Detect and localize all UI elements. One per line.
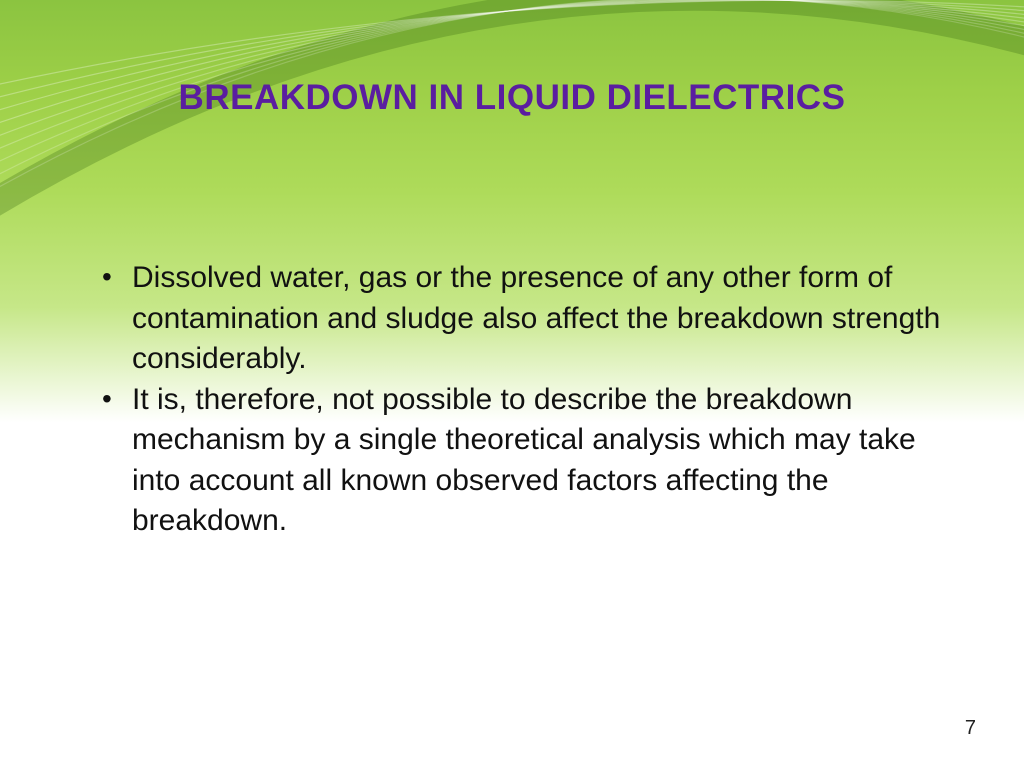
bullet-item: It is, therefore, not possible to descri… <box>98 380 944 542</box>
slide: BREAKDOWN IN LIQUID DIELECTRICS Dissolve… <box>0 0 1024 768</box>
slide-body: Dissolved water, gas or the presence of … <box>98 258 944 542</box>
bullet-item: Dissolved water, gas or the presence of … <box>98 258 944 380</box>
decorative-arcs <box>0 0 1024 250</box>
page-number: 7 <box>965 717 976 740</box>
slide-title: BREAKDOWN IN LIQUID DIELECTRICS <box>0 78 1024 118</box>
bullet-list: Dissolved water, gas or the presence of … <box>98 258 944 542</box>
